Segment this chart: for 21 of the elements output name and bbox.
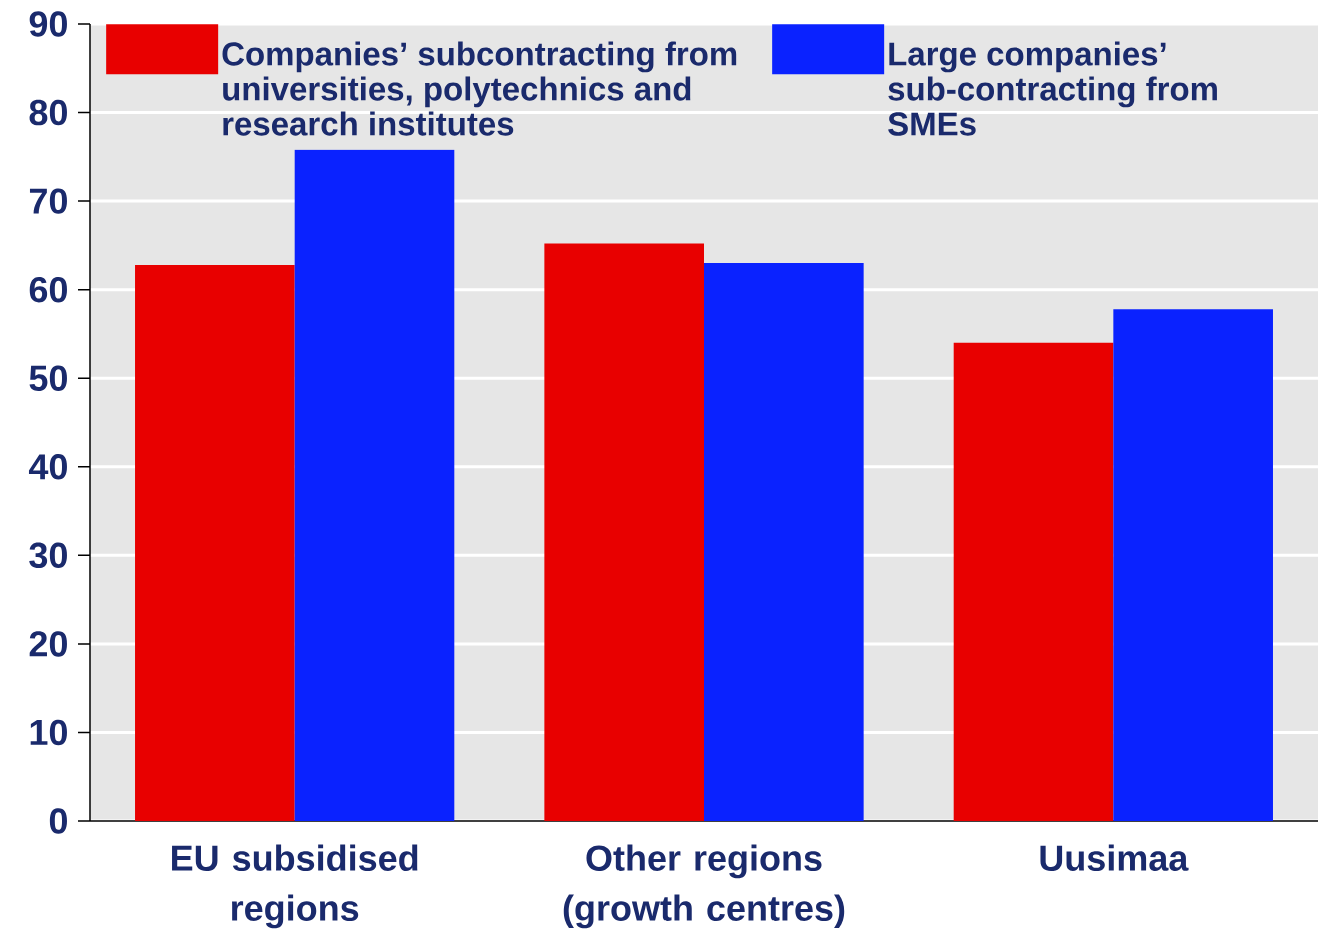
x-tick-label: EU subsidised regions [172,844,418,929]
y-tick-label: 0 [49,808,67,834]
y-tick-label: 40 [28,454,67,480]
bar [953,342,1114,821]
y-tick-label: 30 [29,542,67,569]
y-tick-label: 60 [29,276,67,303]
x-tick-label: Other regions (growth centres) [563,844,845,929]
y-tick-label: 10 [30,719,67,746]
legend-label: Large companies’ sub-contracting from SMEs [888,41,1217,136]
y-tick-label: 20 [29,631,67,657]
y-tick-label: 70 [29,188,67,214]
y-tick-label: 50 [29,365,67,391]
bar [544,243,704,821]
y-tick-label: 80 [29,99,67,126]
x-tick-label: Uusimaa [1040,844,1189,871]
bar [704,263,864,821]
y-tick-label: 90 [29,11,67,37]
bar [1113,309,1273,821]
legend-label: Companies’ subcontracting from universities, polytechnics and research institutes [222,41,737,136]
bar [294,149,455,821]
bar [135,264,295,821]
